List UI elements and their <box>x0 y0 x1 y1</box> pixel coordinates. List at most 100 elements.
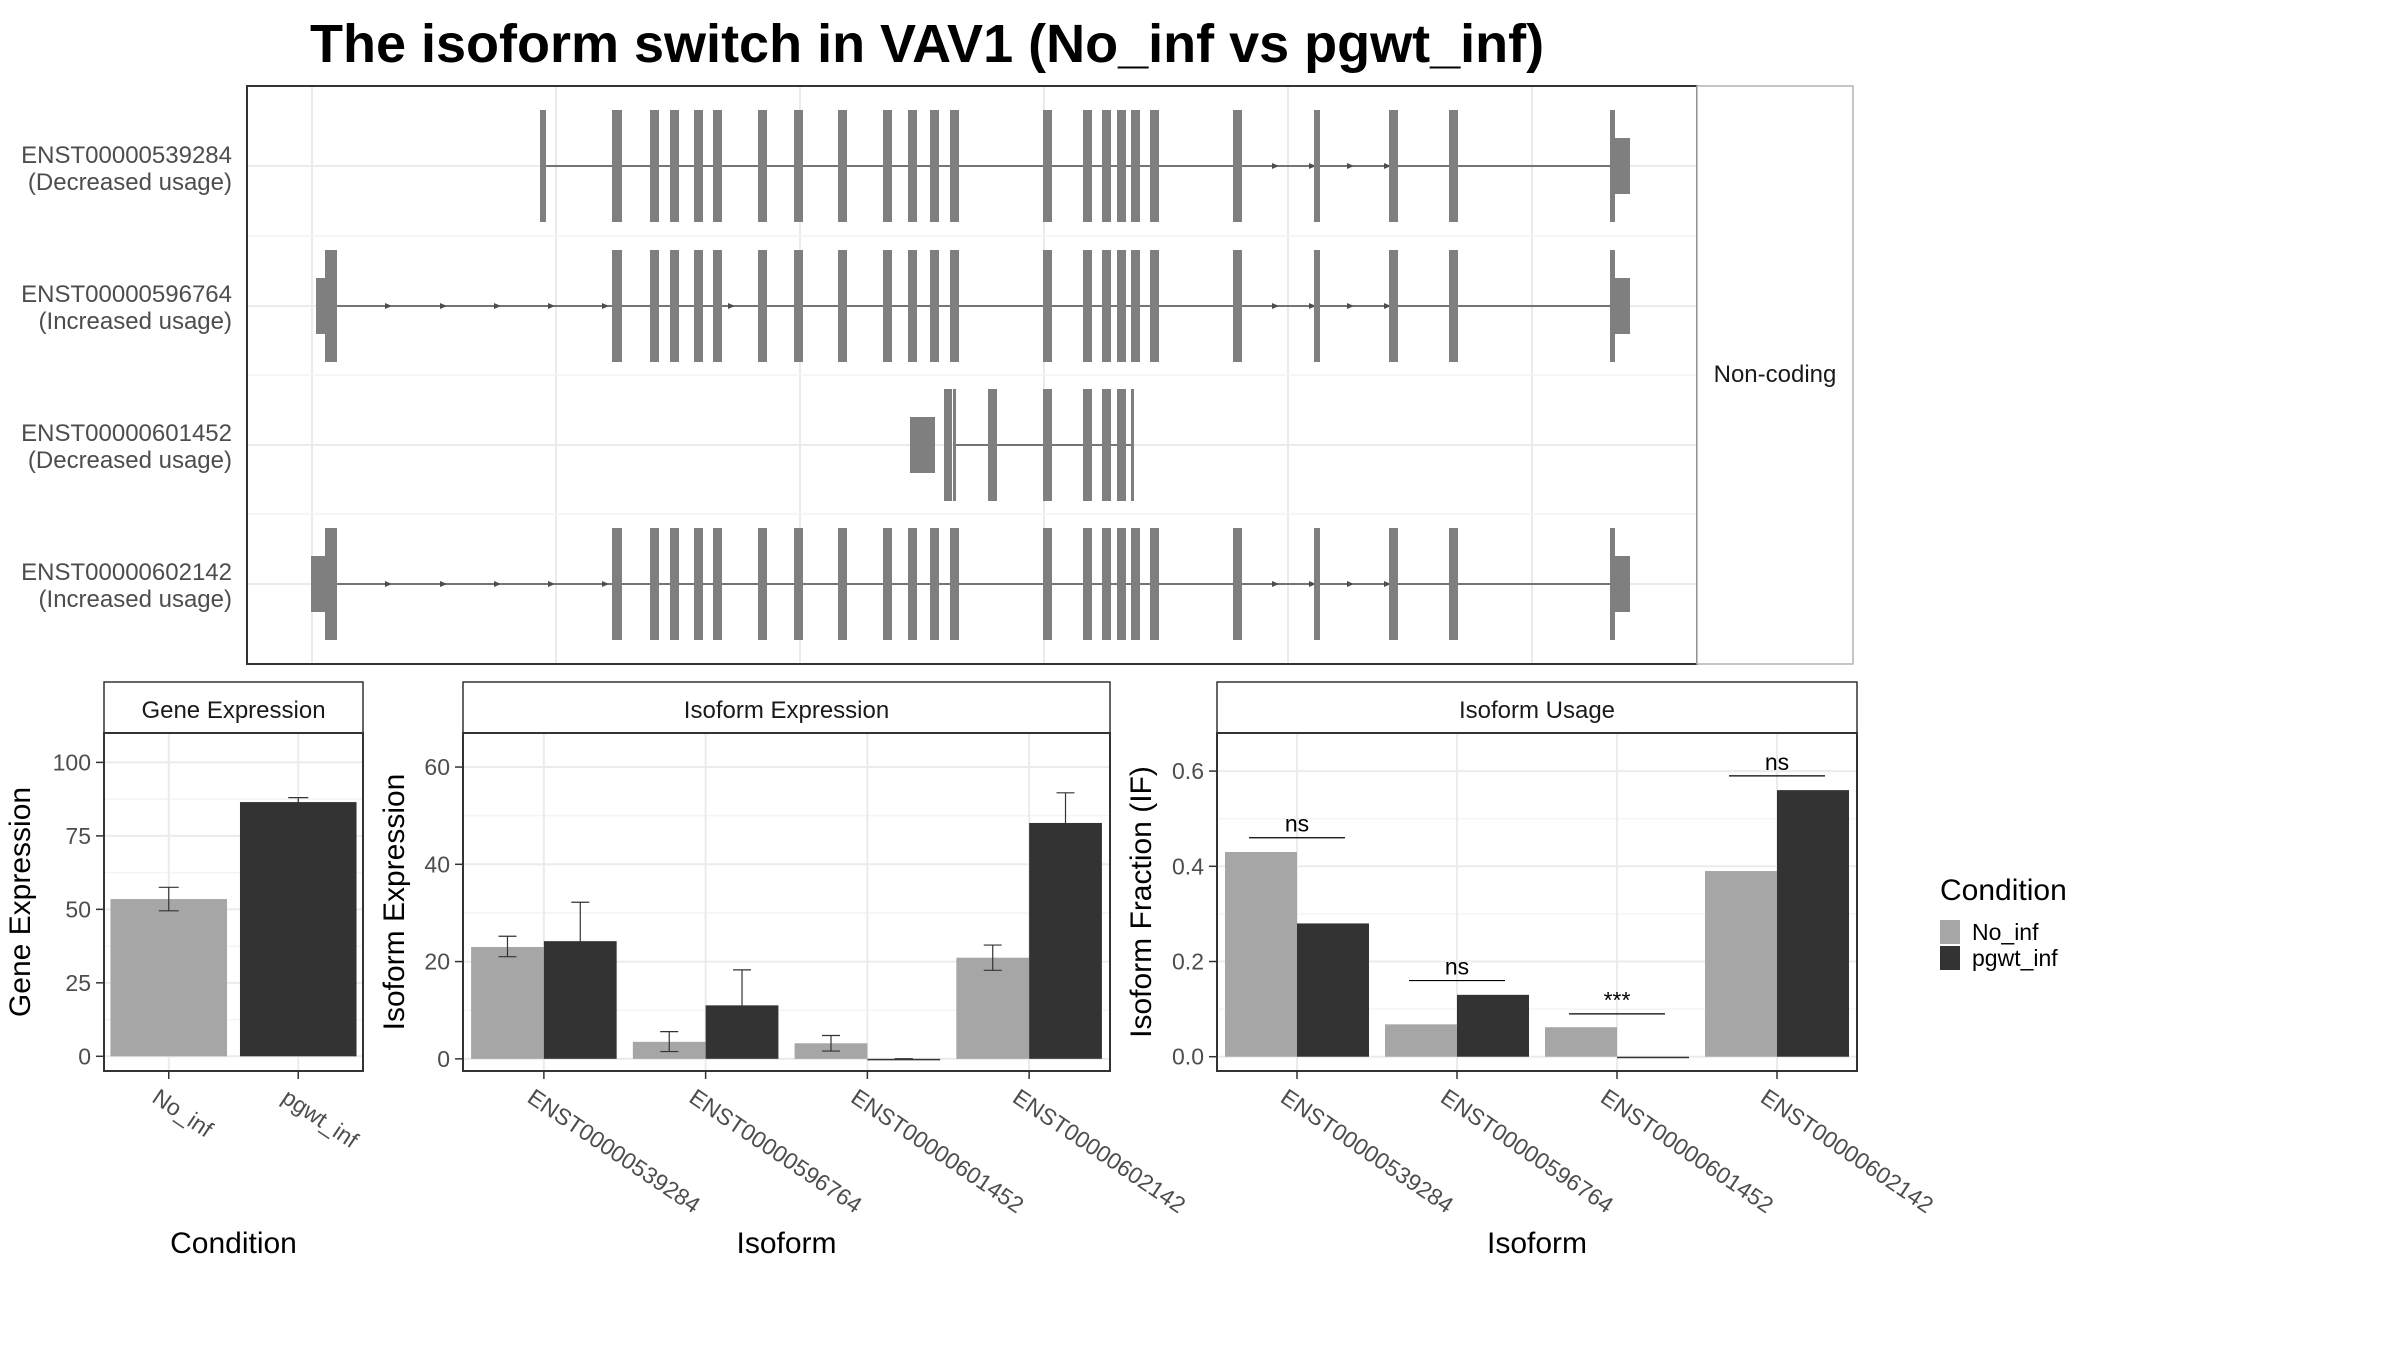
exon-block <box>612 110 622 222</box>
exon-block <box>325 528 337 640</box>
exon-block <box>1610 528 1615 640</box>
strand-arrow <box>1272 303 1279 309</box>
structure-facet-strip <box>1696 85 1854 665</box>
exon-block <box>713 110 722 222</box>
panel-title: Isoform Expression <box>684 697 889 724</box>
transcript-id-label: ENST00000596764 <box>21 281 232 308</box>
strand-arrow <box>494 581 501 587</box>
legend-label-no-inf: No_inf <box>1972 919 2039 945</box>
strand-arrow <box>1309 581 1316 587</box>
bar-panel: Isoform Expression 0 20 40 60 ENST00000539284… <box>378 681 1190 1260</box>
y-tick-label: 50 <box>65 896 91 922</box>
bar-pgwt-inf <box>1297 923 1369 1057</box>
exon-block <box>794 110 803 222</box>
y-tick-label: 0.2 <box>1172 949 1204 975</box>
exon-block <box>1117 110 1126 222</box>
strand-arrow <box>440 581 447 587</box>
significance-label: ns <box>1765 749 1789 775</box>
transcript-id-label: ENST00000602142 <box>21 559 232 586</box>
exon-block <box>650 250 659 362</box>
exon-block <box>1449 110 1458 222</box>
exon-block <box>988 389 997 501</box>
exon-block <box>650 528 659 640</box>
y-tick-label: 40 <box>424 851 450 877</box>
exon-block <box>883 528 892 640</box>
exon-block <box>1449 528 1458 640</box>
exon-block <box>1150 528 1159 640</box>
y-tick-label: 0.6 <box>1172 758 1204 784</box>
exon-block <box>953 389 956 501</box>
exon-block <box>1083 250 1092 362</box>
y-tick-label: 60 <box>424 754 450 780</box>
panel-strip <box>462 681 1111 734</box>
exon-block <box>1314 110 1320 222</box>
strand-arrow <box>548 581 555 587</box>
legend-title: Condition <box>1940 874 2067 907</box>
bar-no-inf <box>956 957 1030 1059</box>
strand-arrow <box>1384 163 1391 169</box>
strand-arrow <box>1272 163 1279 169</box>
exon-block <box>1083 528 1092 640</box>
y-tick-label: 75 <box>65 823 91 849</box>
exon-block <box>694 110 703 222</box>
exon-block <box>758 528 767 640</box>
y-axis-title: Gene Expression <box>4 787 37 1017</box>
panel-border <box>1216 732 1858 1072</box>
bar-no-inf <box>110 899 228 1057</box>
x-axis-title: Isoform <box>1487 1227 1587 1260</box>
significance-label: ns <box>1285 811 1309 837</box>
legend-swatch-pgwt-inf <box>1940 946 1960 970</box>
exon-block <box>1102 528 1111 640</box>
structure-tracks <box>311 110 1630 640</box>
exon-block <box>838 250 847 362</box>
y-tick-label: 0 <box>437 1046 450 1072</box>
exon-block <box>908 110 917 222</box>
x-tick-label: ENST00000601452 <box>847 1084 1029 1219</box>
x-tick-label: ENST00000602142 <box>1008 1084 1190 1219</box>
exon-block <box>1131 250 1140 362</box>
exon-block <box>794 528 803 640</box>
y-tick-label: 25 <box>65 970 91 996</box>
exon-block <box>794 250 803 362</box>
exon-block <box>838 110 847 222</box>
exon-block <box>694 528 703 640</box>
exon-block <box>1102 389 1111 501</box>
strand-arrow <box>602 581 609 587</box>
exon-block <box>1043 250 1052 362</box>
exon-block <box>1389 250 1398 362</box>
exon-block <box>1233 110 1242 222</box>
bar-pgwt-inf <box>1777 790 1849 1057</box>
legend: Condition No_inf pgwt_inf <box>1940 874 2067 971</box>
legend-label-pgwt-inf: pgwt_inf <box>1972 945 2058 971</box>
exon-block <box>1449 250 1458 362</box>
isoform-structure-panel: Non-coding ENST00000539284 (Decreased us… <box>21 85 1854 665</box>
exon-block <box>1314 250 1320 362</box>
transcript-usage-label: (Decreased usage) <box>28 169 232 196</box>
transcript-id-label: ENST00000601452 <box>21 420 232 447</box>
strand-arrow <box>1272 581 1279 587</box>
x-axis-title: Condition <box>170 1227 297 1260</box>
exon-block <box>1233 528 1242 640</box>
x-tick-label: ENST00000539284 <box>1276 1084 1458 1219</box>
bar-no-inf <box>1705 871 1777 1057</box>
exon-block <box>650 110 659 222</box>
exon-block <box>1117 389 1126 501</box>
exon-block <box>930 250 939 362</box>
exon-block <box>325 250 337 362</box>
strand-arrow <box>1347 163 1354 169</box>
panel-border <box>462 732 1111 1072</box>
x-tick-label: ENST00000539284 <box>523 1084 705 1219</box>
exon-block <box>950 528 959 640</box>
exon-block <box>1131 389 1134 501</box>
y-tick-label: 0 <box>78 1043 91 1069</box>
exon-block <box>1131 528 1140 640</box>
utr-block <box>311 556 325 612</box>
structure-facet-label: Non-coding <box>1714 361 1837 388</box>
exon-block <box>1083 110 1092 222</box>
exon-block <box>670 110 679 222</box>
utr-block <box>1614 278 1630 334</box>
bar-panel: Gene Expression 0 25 50 75 100 No_inf pgwt_inf G… <box>4 681 364 1260</box>
exon-block <box>950 110 959 222</box>
exon-block <box>670 528 679 640</box>
